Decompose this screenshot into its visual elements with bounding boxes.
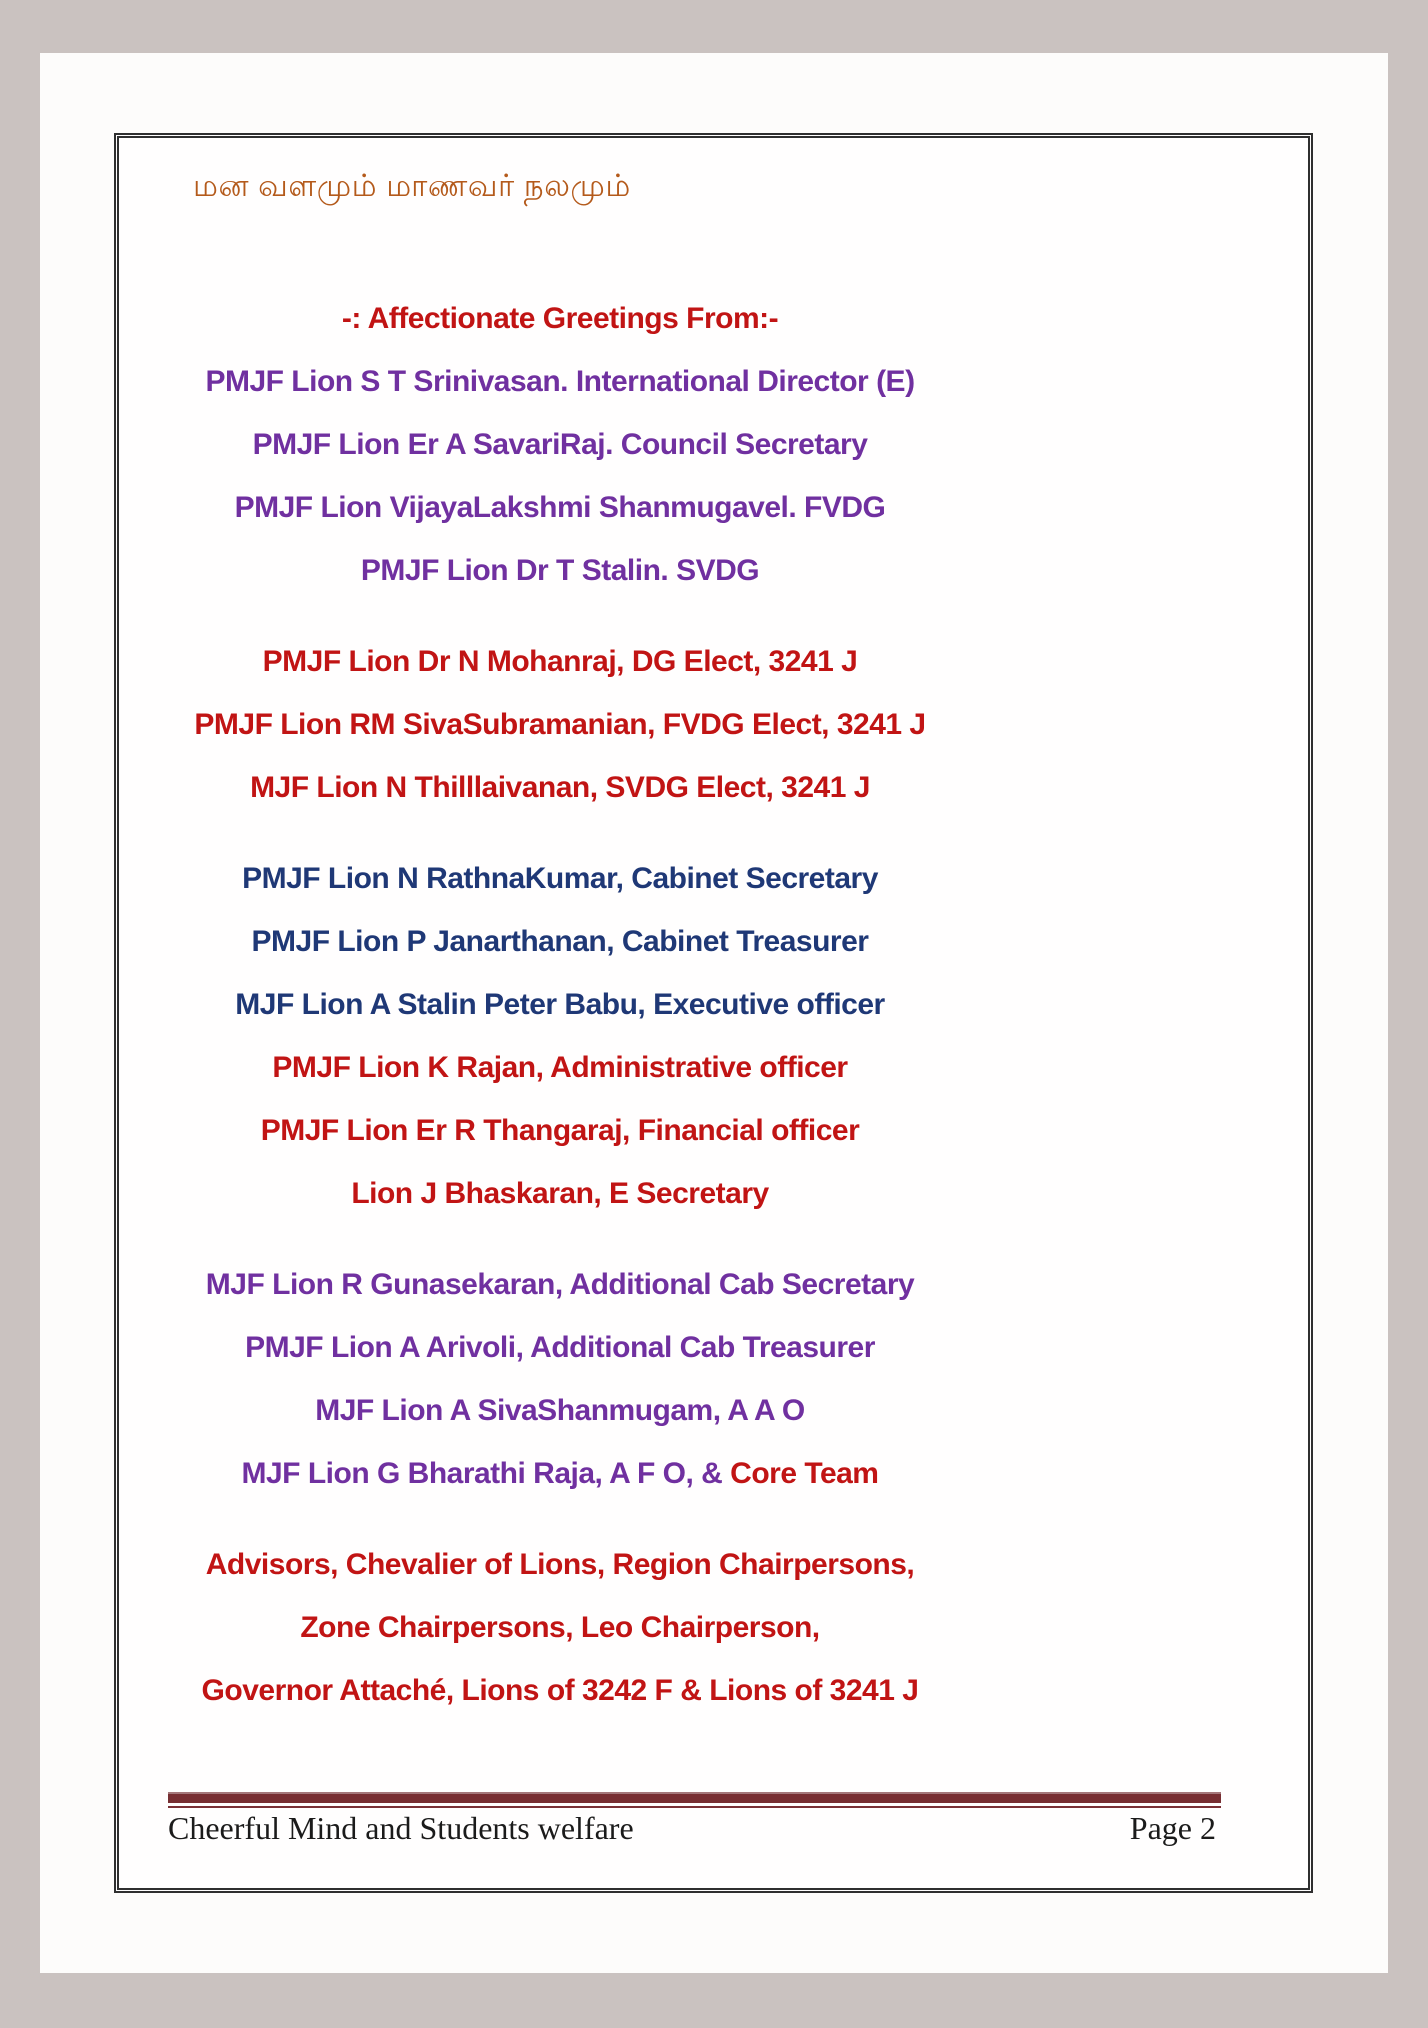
document-page: மன வளமும் மாணவர் நலமும் -: Affectionate … (40, 53, 1388, 1973)
text-segment: PMJF Lion P Janarthanan, Cabinet Treasur… (251, 925, 869, 958)
text-segment: PMJF Lion N RathnaKumar, Cabinet Secreta… (242, 862, 878, 895)
page-footer: Cheerful Mind and Students welfare Page … (168, 1810, 1216, 1847)
text-segment: PMJF Lion VijayaLakshmi Shanmugavel. FVD… (234, 491, 886, 524)
rule-thin-top (168, 1792, 1221, 1794)
text-segment: MJF Lion N Thilllaivanan, SVDG Elect, 32… (250, 771, 870, 804)
text-segment: Core Team (730, 1457, 879, 1490)
greeting-line: PMJF Lion Er A SavariRaj. Council Secret… (150, 413, 970, 476)
page-border-frame: மன வளமும் மாணவர் நலமும் -: Affectionate … (114, 133, 1313, 1893)
greeting-line: PMJF Lion Dr N Mohanraj, DG Elect, 3241 … (150, 630, 970, 693)
greeting-line: PMJF Lion VijayaLakshmi Shanmugavel. FVD… (150, 476, 970, 539)
text-segment: PMJF Lion Er R Thangaraj, Financial offi… (260, 1114, 860, 1147)
text-segment: PMJF Lion A Arivoli, Additional Cab Trea… (245, 1331, 875, 1364)
text-segment: MJF Lion R Gunasekaran, Additional Cab S… (205, 1268, 915, 1301)
greeting-line: Advisors, Chevalier of Lions, Region Cha… (150, 1533, 970, 1596)
greeting-line: MJF Lion A SivaShanmugam, A A O (150, 1379, 970, 1442)
text-segment: PMJF Lion Dr N Mohanraj, DG Elect, 3241 … (262, 645, 858, 678)
greeting-line: PMJF Lion S T Srinivasan. International … (150, 350, 970, 413)
text-segment: PMJF Lion Dr T Stalin. SVDG (360, 554, 760, 587)
text-segment: -: Affectionate Greetings From:- (341, 302, 779, 335)
greetings-list: -: Affectionate Greetings From:- PMJF Lio… (150, 287, 970, 1750)
greeting-line: PMJF Lion RM SivaSubramanian, FVDG Elect… (150, 693, 970, 756)
greeting-line: Zone Chairpersons, Leo Chairperson, (150, 1596, 970, 1659)
greeting-line: PMJF Lion Er R Thangaraj, Financial offi… (150, 1099, 970, 1162)
text-segment: PMJF Lion K Rajan, Administrative office… (272, 1051, 848, 1084)
greeting-line: PMJF Lion Dr T Stalin. SVDG (150, 539, 970, 602)
greeting-line: PMJF Lion K Rajan, Administrative office… (150, 1036, 970, 1099)
greeting-group: PMJF Lion N RathnaKumar, Cabinet Secreta… (150, 847, 970, 1225)
greeting-group: MJF Lion R Gunasekaran, Additional Cab S… (150, 1253, 970, 1505)
text-segment: Governor Attaché, Lions of 3242 F & Lion… (201, 1674, 919, 1707)
text-segment: PMJF Lion Er A SavariRaj. Council Secret… (252, 428, 868, 461)
greeting-line: Lion J Bhaskaran, E Secretary (150, 1162, 970, 1225)
greeting-line: -: Affectionate Greetings From:- (150, 287, 970, 350)
text-segment: Lion J Bhaskaran, E Secretary (351, 1177, 769, 1210)
greeting-line: PMJF Lion P Janarthanan, Cabinet Treasur… (150, 910, 970, 973)
footer-title: Cheerful Mind and Students welfare (168, 1810, 634, 1846)
text-segment: MJF Lion A SivaShanmugam, A A O (315, 1394, 805, 1427)
rule-thin-bottom (168, 1806, 1221, 1808)
text-segment: MJF Lion A Stalin Peter Babu, Executive … (235, 988, 885, 1021)
footer-divider-rule (168, 1792, 1221, 1808)
greeting-line: MJF Lion G Bharathi Raja, A F O, & Core … (150, 1442, 970, 1505)
greeting-line: PMJF Lion A Arivoli, Additional Cab Trea… (150, 1316, 970, 1379)
greeting-line: Governor Attaché, Lions of 3242 F & Lion… (150, 1659, 970, 1722)
page-number: Page 2 (1129, 1810, 1216, 1846)
greeting-line: MJF Lion R Gunasekaran, Additional Cab S… (150, 1253, 970, 1316)
greeting-group: -: Affectionate Greetings From:- PMJF Lio… (150, 287, 970, 602)
greeting-line: MJF Lion A Stalin Peter Babu, Executive … (150, 973, 970, 1036)
text-segment: PMJF Lion S T Srinivasan. International … (205, 365, 915, 398)
greeting-group: PMJF Lion Dr N Mohanraj, DG Elect, 3241 … (150, 630, 970, 819)
greeting-group: Advisors, Chevalier of Lions, Region Cha… (150, 1533, 970, 1722)
text-segment: MJF Lion G Bharathi Raja, A F O, & (241, 1457, 731, 1490)
text-segment: PMJF Lion RM SivaSubramanian, FVDG Elect… (194, 708, 926, 741)
greeting-line: MJF Lion N Thilllaivanan, SVDG Elect, 32… (150, 756, 970, 819)
text-segment: Zone Chairpersons, Leo Chairperson, (300, 1611, 820, 1644)
text-segment: Advisors, Chevalier of Lions, Region Cha… (205, 1548, 915, 1581)
tamil-page-heading: மன வளமும் மாணவர் நலமும் (193, 168, 631, 203)
rule-thick-bar (168, 1794, 1221, 1803)
greeting-line: PMJF Lion N RathnaKumar, Cabinet Secreta… (150, 847, 970, 910)
